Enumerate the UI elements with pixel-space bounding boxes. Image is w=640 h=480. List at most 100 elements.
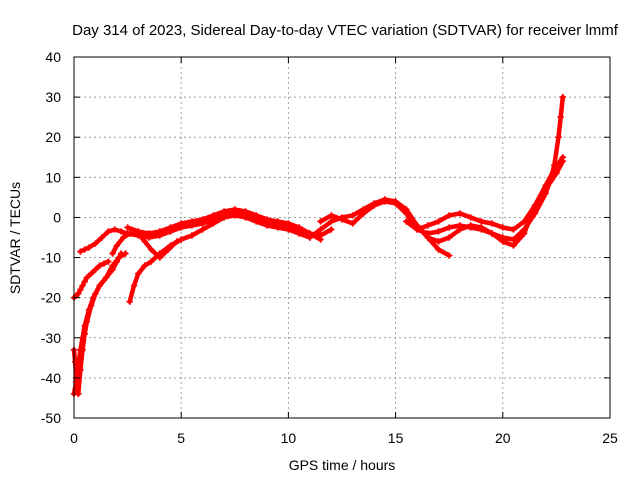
data-point xyxy=(96,262,103,269)
y-tick-label: -50 xyxy=(41,410,61,426)
data-point xyxy=(120,234,127,241)
data-point xyxy=(253,212,260,219)
data-point xyxy=(295,230,303,237)
plot-frame xyxy=(73,56,611,419)
data-point xyxy=(510,242,517,249)
data-point xyxy=(285,226,292,233)
x-tick-label: 5 xyxy=(177,430,185,446)
data-point xyxy=(381,198,389,205)
y-tick-label: 30 xyxy=(45,89,61,105)
y-tick-label: -30 xyxy=(41,330,61,346)
data-point xyxy=(167,224,174,231)
tick-layer: 0 5 10 15 20 25 -50 -40 -30 -20 -10 0 10 20 30 40 xyxy=(41,49,618,446)
data-point xyxy=(488,220,496,227)
data-point xyxy=(456,210,464,217)
data-point xyxy=(403,218,410,225)
data-point xyxy=(109,262,116,269)
data-point xyxy=(126,298,133,305)
data-point xyxy=(499,224,506,231)
data-point xyxy=(424,222,431,229)
data-point xyxy=(542,190,549,197)
data-point xyxy=(79,334,86,341)
data-point xyxy=(328,226,335,233)
data-point xyxy=(87,270,95,277)
data-point xyxy=(555,134,562,141)
data-point xyxy=(79,282,86,289)
data-point xyxy=(117,228,125,235)
data-point xyxy=(435,238,442,245)
data-point xyxy=(467,214,474,221)
data-point xyxy=(242,214,249,221)
data-point xyxy=(81,278,88,285)
data-point xyxy=(147,246,155,253)
data-point xyxy=(435,228,442,235)
data-point xyxy=(135,230,142,237)
data-point xyxy=(551,162,558,169)
series-line xyxy=(318,159,566,232)
data-point xyxy=(306,234,314,241)
data-point xyxy=(467,224,474,231)
data-point xyxy=(231,212,238,219)
series-arc-6 xyxy=(126,212,314,305)
y-tick-label: -40 xyxy=(41,370,61,386)
data-point xyxy=(531,210,539,217)
data-point xyxy=(147,258,155,265)
data-point xyxy=(96,282,103,289)
data-point xyxy=(156,254,163,261)
data-point xyxy=(446,224,453,231)
data-point xyxy=(435,246,442,253)
data-point xyxy=(188,218,196,225)
data-point xyxy=(85,306,93,313)
data-point xyxy=(102,274,110,281)
data-point xyxy=(105,228,112,235)
data-point xyxy=(173,238,181,245)
data-point xyxy=(98,234,106,241)
data-point xyxy=(349,220,356,227)
data-point xyxy=(141,262,148,269)
grid-layer xyxy=(74,57,610,418)
x-tick-label: 20 xyxy=(495,430,511,446)
data-point xyxy=(424,234,431,241)
data-point xyxy=(115,254,123,261)
data-point xyxy=(317,236,324,243)
data-point xyxy=(199,226,206,233)
y-tick-label: 10 xyxy=(45,169,61,185)
data-point xyxy=(210,212,217,219)
data-point xyxy=(113,242,121,249)
data-point xyxy=(92,266,99,273)
data-point xyxy=(81,322,88,329)
data-point xyxy=(559,93,567,101)
data-point xyxy=(317,218,324,225)
data-point xyxy=(141,238,148,245)
data-point xyxy=(178,220,185,227)
data-point xyxy=(510,236,517,243)
data-point xyxy=(521,226,528,233)
data-point xyxy=(295,224,303,231)
data-point xyxy=(370,202,378,209)
data-point xyxy=(499,234,506,241)
x-axis-title: GPS time / hours xyxy=(289,457,396,473)
data-point xyxy=(220,214,228,221)
data-point xyxy=(242,208,249,215)
data-point xyxy=(413,222,421,229)
data-point xyxy=(488,230,496,237)
y-axis-title: SDTVAR / TECUs xyxy=(7,182,23,294)
data-point xyxy=(253,218,260,225)
data-point xyxy=(81,246,88,253)
data-point xyxy=(156,228,163,235)
x-tick-label: 0 xyxy=(70,430,78,446)
data-point xyxy=(85,244,93,251)
data-point xyxy=(328,218,335,225)
data-point xyxy=(124,224,131,231)
data-point xyxy=(199,216,206,223)
data-point xyxy=(188,232,196,239)
data-point xyxy=(145,230,153,237)
data-point xyxy=(83,274,91,281)
y-tick-label: 20 xyxy=(45,129,61,145)
data-point xyxy=(456,222,464,229)
series-arc-10 xyxy=(403,93,567,243)
data-point xyxy=(478,226,485,233)
data-point xyxy=(349,212,356,219)
data-point xyxy=(105,258,112,265)
